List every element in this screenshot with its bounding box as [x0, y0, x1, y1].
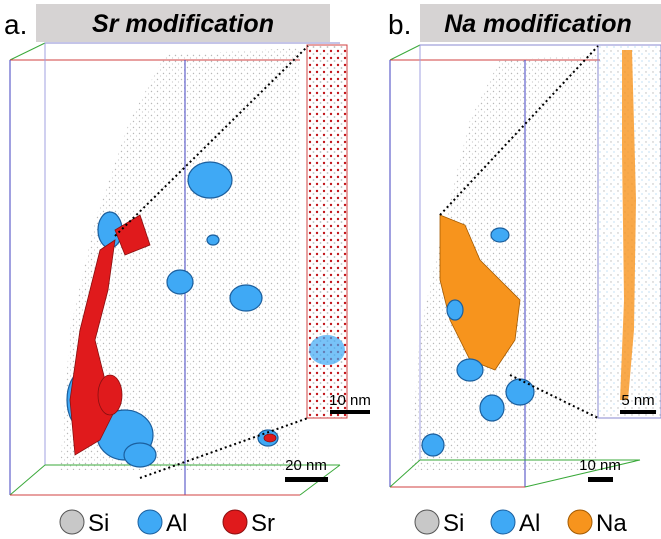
legend: Si Al Sr	[60, 510, 275, 537]
scale-label: 20 nm	[285, 457, 327, 474]
legend-label: Si	[88, 510, 109, 537]
panel-b: b. Na modification	[388, 4, 661, 537]
scale-label: 10 nm	[329, 392, 371, 409]
inset-al	[309, 335, 345, 365]
panel-title: Sr modification	[92, 10, 274, 38]
scale-label: 10 nm	[579, 457, 621, 474]
scale-label: 5 nm	[621, 392, 654, 409]
legend: Si Al Na	[415, 510, 627, 537]
legend-label: Sr	[251, 510, 275, 537]
legend-label: Si	[443, 510, 464, 537]
figure: a. Sr modification	[0, 0, 661, 539]
legend-label: Al	[166, 510, 187, 537]
panel-title: Na modification	[444, 10, 632, 38]
scale-bar	[285, 477, 328, 482]
panel-a: a. Sr modification	[4, 4, 371, 537]
panel-label: b.	[388, 9, 411, 40]
scale-bar	[588, 477, 613, 482]
legend-label: Na	[596, 510, 627, 537]
scale-bar	[330, 410, 370, 414]
scale-bar	[620, 410, 656, 414]
panel-label: a.	[4, 9, 27, 40]
legend-label: Al	[519, 510, 540, 537]
